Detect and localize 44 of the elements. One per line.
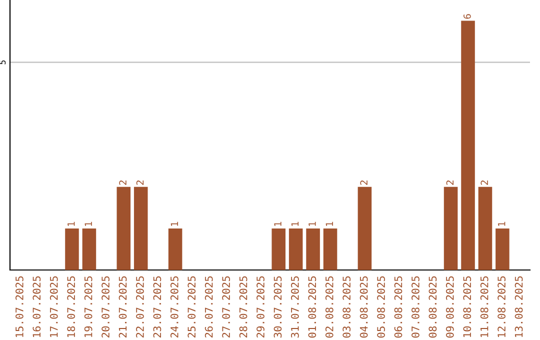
x-tick-label: 29.07.2025: [256, 276, 264, 338]
x-tick-label: 18.07.2025: [67, 276, 76, 338]
x-tick-label: 05.08.2025: [377, 276, 385, 338]
x-tick-label: 09.08.2025: [446, 276, 454, 338]
x-tick-label: 13.08.2025: [514, 276, 523, 338]
x-tick-label: 06.08.2025: [394, 276, 402, 338]
x-tick-label: 15.07.2025: [16, 276, 24, 338]
x-tick-label: 07.08.2025: [412, 276, 420, 338]
x-tick-label: 20.07.2025: [102, 276, 110, 338]
x-tick-label: 27.07.2025: [222, 276, 230, 338]
x-tick-label: 30.07.2025: [274, 276, 282, 338]
data-label: 2: [480, 180, 488, 185]
x-tick-label: 16.07.2025: [32, 276, 41, 338]
data-label: 2: [446, 180, 454, 185]
data-label: 1: [274, 222, 282, 226]
x-tick-label: 04.08.2025: [360, 276, 368, 338]
data-label: 2: [360, 180, 368, 185]
x-tick-label: 08.08.2025: [428, 276, 437, 338]
x-tick-label: 24.07.2025: [170, 276, 178, 338]
data-label: 6: [464, 14, 471, 19]
x-tick-label: 01.08.2025: [308, 276, 316, 338]
x-tick-label: 17.07.2025: [50, 276, 58, 338]
data-label: 2: [136, 180, 144, 185]
data-label: 1: [291, 222, 299, 226]
x-tick-label: 31.07.2025: [291, 276, 299, 338]
x-tick-label: 19.07.2025: [84, 276, 92, 338]
x-tick-label: 26.07.2025: [204, 276, 213, 338]
x-tick-label: 03.08.2025: [342, 276, 351, 338]
data-label: 1: [498, 222, 506, 226]
x-tick-label: 22.07.2025: [136, 276, 144, 338]
x-tick-label: 23.07.2025: [153, 276, 162, 338]
data-label: 1: [308, 222, 316, 226]
x-tick-label: 02.08.2025: [325, 276, 334, 338]
data-label: 1: [68, 222, 75, 226]
x-tick-label: 10.08.2025: [463, 276, 472, 338]
data-label: 1: [84, 222, 92, 226]
x-tick-label: 28.07.2025: [239, 276, 248, 338]
x-tick-label: 21.07.2025: [118, 276, 127, 338]
x-tick-label: 25.07.2025: [188, 276, 196, 338]
data-label: 1: [326, 222, 333, 226]
x-tick-label: 12.08.2025: [498, 276, 506, 338]
data-label: 2: [119, 180, 126, 185]
data-label: 1: [170, 222, 178, 226]
x-tick-label: 11.08.2025: [480, 276, 488, 338]
